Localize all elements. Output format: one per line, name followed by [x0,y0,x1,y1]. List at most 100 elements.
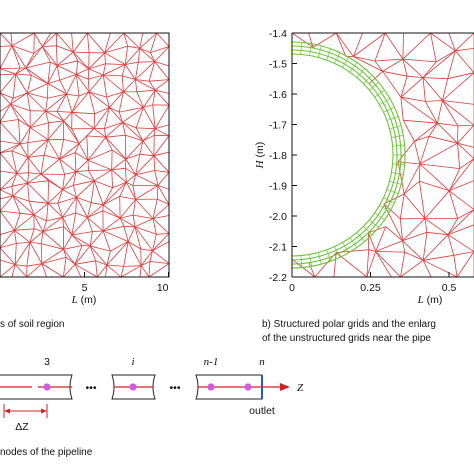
mesh-a-edge [134,218,154,228]
mesh-a-edge [47,139,60,160]
mesh-a-edge [74,152,89,161]
mesh-a-edge [0,152,18,174]
mesh-a-edge [134,226,153,251]
mesh-a-edge [111,149,127,160]
mesh-a-edge [59,152,76,160]
mesh-a-edge [19,143,29,158]
mesh-a-edge [133,214,154,219]
mesh-a-edge [78,143,89,161]
x-axis-label-b: L (m) [417,294,443,306]
mesh-a-edge [71,234,91,247]
z-axis-label: Z [297,382,304,394]
mesh-a-edge [27,83,49,94]
mesh-a-edge [125,167,136,176]
mesh-a-edge [41,243,64,250]
mesh-a-edge [127,241,142,266]
mesh-b-edge [335,33,354,57]
mesh-a-edge [105,134,126,138]
mesh-a-edge [81,245,91,247]
mesh-a-edge [71,91,90,113]
mesh-a-edge [12,182,28,197]
mesh-a-edge [132,174,136,186]
mesh-a-edge [63,249,67,258]
mesh-a-edge [25,61,51,69]
mesh-a-edge [0,247,16,265]
mesh-a-edge [88,170,95,181]
mesh-a-edge [88,68,104,76]
mesh-a-edge [120,214,134,219]
mesh-a-edge [64,171,76,175]
mesh-b-edge [422,77,426,102]
pipe-ring-spoke [326,249,332,262]
y-tick-label-b: -1.6 [269,89,287,101]
mesh-b-edge [382,71,402,98]
mesh-a-edge [25,46,43,69]
mesh-a-edge [63,264,76,278]
mesh-a-edge [11,264,16,278]
mesh-a-edge [71,212,77,236]
mesh-a-edge [75,171,95,182]
mesh-a-edge [93,128,106,138]
mesh-a-edge [88,74,104,80]
mesh-a-edge [119,217,136,228]
y-tick-label-b: -1.4 [269,28,287,40]
mesh-a-edge [71,231,93,236]
mesh-b-edge [419,142,458,165]
mesh-a-edge [59,139,65,160]
pipe-ring-spoke [326,48,332,61]
mesh-a-edge [124,48,140,65]
pipe-ring-spoke [389,180,402,185]
mesh-a-edge [123,226,129,242]
mesh-a-edge [76,68,89,75]
mesh-b-edge [375,240,403,252]
mesh-a-edge [87,79,90,92]
mesh-a-edge [15,73,32,76]
mesh-b-edge [400,76,408,98]
mesh-b-edge [419,136,430,165]
mesh-a-edge [94,169,112,182]
mesh-b-edge [400,96,426,102]
pipe-ring [292,41,406,269]
mesh-b-edge [403,193,426,219]
mesh-a-edge [0,210,15,231]
mesh-a-edge [75,212,88,218]
mesh-b-edge [397,161,420,165]
node-label-3: 3 [44,356,50,368]
mesh-a-edge [14,214,35,231]
mesh-a-edge [104,122,123,129]
mesh-a-edge [43,139,49,156]
mesh-b-edge [402,33,404,60]
mesh-a-edge [56,45,74,53]
pipe-ring-spoke [356,232,365,242]
mesh-a-edge [104,128,107,138]
mesh-a-edge [135,127,144,142]
mesh-a-edge [0,195,14,200]
mesh-a-edge [139,48,155,62]
mesh-b-edge [384,33,404,60]
mesh-a-edge [104,32,125,54]
mesh-a-edge [16,242,31,244]
mesh-a-edge [19,127,31,145]
mesh-a-edge [123,241,129,267]
mesh-a-edge [118,91,124,113]
mesh-b-edge [375,251,392,277]
x-ticks-a: 5 10 [82,272,169,294]
mesh-a-edge [88,74,104,93]
mesh-b-edge [423,259,458,277]
mesh-a-edge [154,128,170,137]
mesh-a-edge [87,210,104,218]
mesh-b-edge [402,218,426,242]
mesh-a-edge [16,172,29,174]
mesh-a-edge [148,263,170,278]
mesh-b-edge [447,209,474,235]
mesh-a-edge [12,195,21,214]
mesh-b-edge [419,180,450,192]
mesh-a-edge [63,245,83,250]
mesh-a-edge [150,32,158,53]
mesh-a-edge [86,128,95,137]
mesh-a-edge [42,45,57,47]
y-tick-label-b: -2.1 [269,241,287,253]
mesh-b-edge [430,33,437,62]
mesh-a-edge [40,158,60,175]
mesh-a-edge [153,151,170,157]
